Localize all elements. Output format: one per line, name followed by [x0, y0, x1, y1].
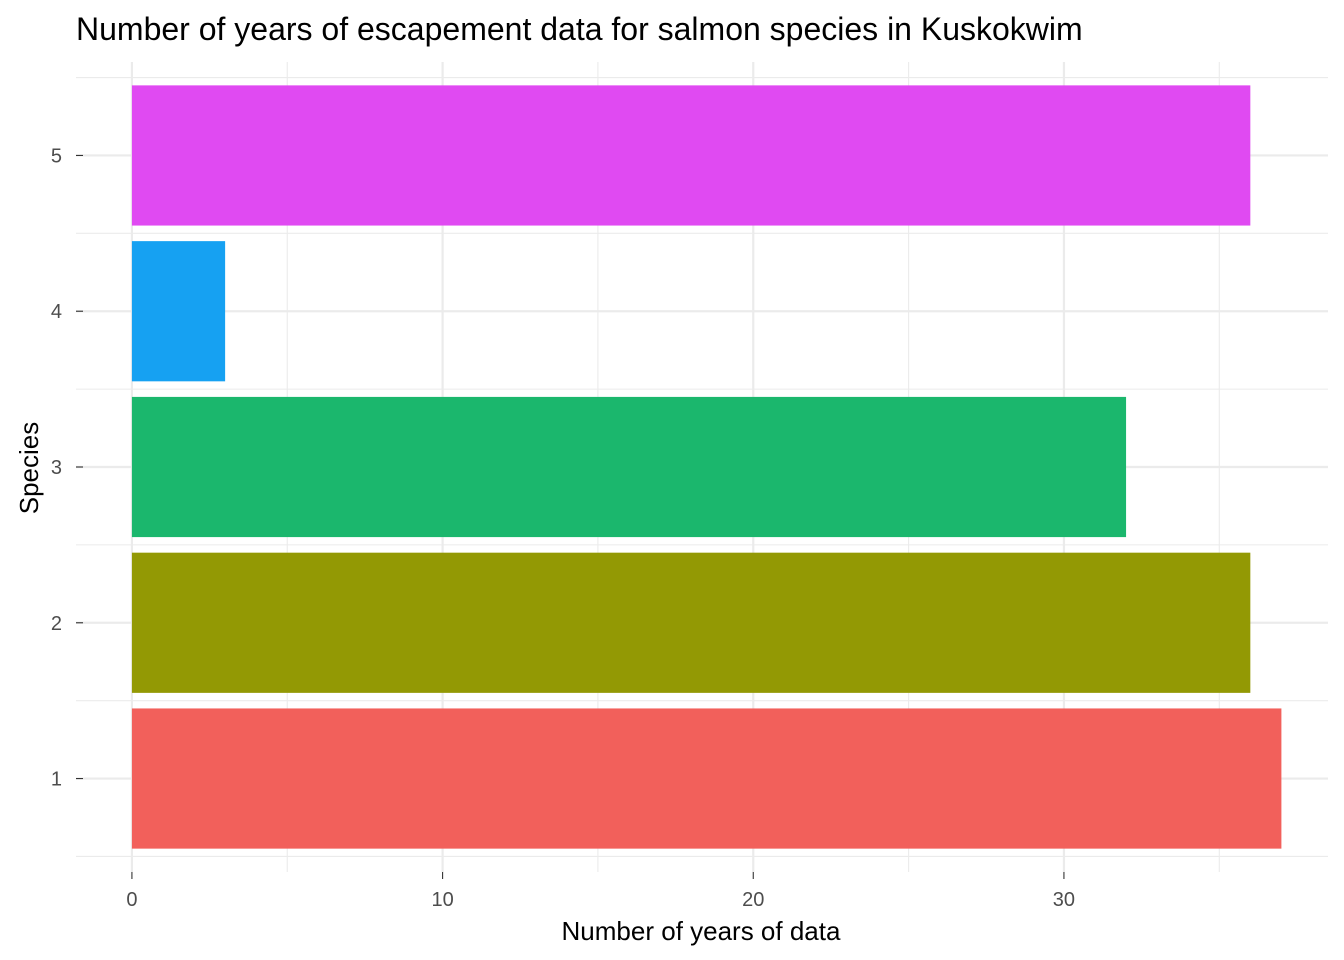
bar-species-4	[131, 241, 226, 382]
bars	[131, 85, 1282, 849]
y-axis-title: Species	[14, 422, 44, 515]
x-tick-label: 10	[431, 889, 453, 911]
y-tick-label: 1	[51, 769, 62, 791]
bar-species-3	[131, 396, 1127, 538]
x-tick-label: 20	[742, 889, 764, 911]
chart-title: Number of years of escapement data for s…	[76, 11, 1083, 47]
bar-species-1	[131, 708, 1282, 849]
bar-species-2	[131, 552, 1251, 693]
x-tick-label: 30	[1053, 889, 1075, 911]
y-tick-label: 5	[51, 145, 62, 167]
y-tick-label: 2	[51, 613, 62, 635]
y-tick-label: 3	[51, 457, 62, 479]
x-tick-label: 0	[126, 889, 137, 911]
x-axis-title: Number of years of data	[562, 916, 841, 946]
bar-species-5	[131, 85, 1251, 226]
y-tick-label: 4	[51, 301, 62, 323]
axis-ticks: 0 10 20 30 1 2 3 4 5	[51, 145, 1075, 911]
